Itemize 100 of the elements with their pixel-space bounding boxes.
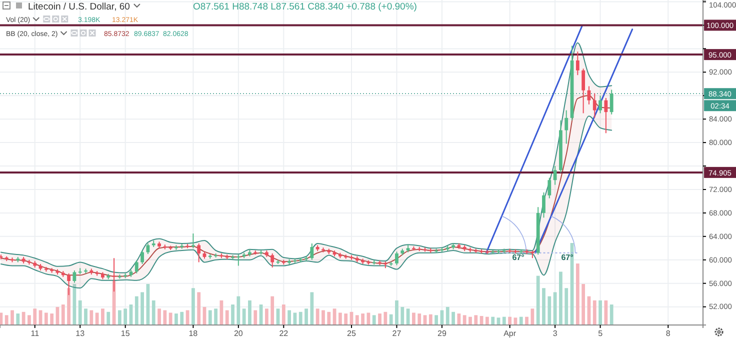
candlestick — [395, 251, 398, 266]
annotation: 67° — [512, 252, 524, 262]
bar — [282, 304, 286, 325]
candlestick — [191, 232, 195, 249]
bar — [231, 304, 234, 325]
candlestick — [598, 95, 602, 114]
bar — [384, 312, 388, 325]
x-tick-label: 5 — [598, 328, 604, 338]
bar — [101, 308, 104, 325]
bar — [582, 284, 586, 325]
bar — [525, 316, 528, 325]
bar — [208, 310, 212, 325]
x-tick-label: 11 — [30, 328, 40, 338]
bar — [418, 314, 422, 325]
bar — [536, 276, 540, 325]
bar — [191, 288, 195, 325]
bar — [158, 308, 161, 325]
bar — [519, 316, 523, 325]
bar — [395, 300, 398, 325]
bar — [106, 312, 110, 325]
x-tick-label: 18 — [188, 328, 198, 338]
bar — [180, 312, 184, 325]
bar — [248, 300, 252, 325]
candlestick — [564, 110, 568, 144]
bar — [502, 316, 506, 325]
bar — [90, 310, 94, 325]
bar — [174, 314, 178, 325]
bar — [598, 300, 602, 325]
bar — [530, 308, 534, 325]
annotation: O87.561 H88.748 L87.561 C88.340 +0.788 (+0.90%) — [193, 2, 417, 12]
bar — [344, 314, 348, 325]
bar — [67, 288, 70, 325]
candlestick — [134, 260, 138, 274]
bar — [225, 310, 229, 325]
candlestick — [72, 270, 76, 284]
candlestick — [140, 250, 144, 264]
bar — [168, 312, 172, 325]
bar — [134, 296, 138, 325]
x-tick-label: 13 — [76, 328, 86, 338]
bar — [118, 310, 122, 325]
bar — [33, 308, 37, 325]
bar — [491, 316, 495, 325]
bar — [4, 315, 8, 325]
bar — [163, 310, 167, 325]
x-tick-label: 29 — [438, 328, 447, 338]
bar — [242, 308, 246, 325]
candlestick — [197, 242, 201, 263]
bar — [236, 296, 240, 325]
candlestick — [310, 242, 314, 260]
bar — [508, 316, 512, 325]
bar — [44, 312, 48, 325]
bar — [78, 300, 82, 325]
x-tick-label: Apr — [504, 328, 516, 338]
bar — [84, 308, 88, 325]
bar — [338, 312, 342, 325]
bar — [95, 312, 99, 325]
bar — [298, 312, 302, 325]
candlestick — [582, 68, 586, 114]
candlestick — [548, 177, 552, 199]
bar — [254, 310, 258, 325]
bar — [474, 315, 478, 325]
bar — [0, 312, 3, 325]
bar — [355, 315, 359, 325]
bar — [214, 308, 218, 325]
bar — [10, 310, 14, 325]
candlestick — [604, 97, 608, 134]
line-series — [0, 116, 612, 289]
bar — [28, 315, 31, 325]
bar — [197, 292, 201, 325]
bar — [361, 314, 365, 325]
annotation: 67° — [561, 252, 574, 262]
bar — [559, 272, 562, 325]
bar — [264, 308, 268, 325]
bar — [564, 288, 568, 325]
bar — [592, 300, 596, 325]
bar — [389, 314, 393, 325]
bar — [327, 312, 331, 325]
bar — [576, 264, 580, 325]
bar — [462, 315, 466, 325]
x-tick-label: 8 — [666, 328, 671, 338]
bar — [310, 292, 314, 325]
bar — [452, 312, 455, 325]
x-tick-label: 15 — [120, 328, 130, 338]
x-tick-label: 3 — [552, 328, 558, 338]
bar — [316, 308, 320, 325]
bar — [548, 296, 552, 325]
bar — [140, 292, 144, 325]
bar — [412, 312, 416, 325]
bar — [50, 314, 54, 325]
candlestick — [146, 242, 150, 255]
candlestick — [236, 254, 240, 266]
x-tick-label: 20 — [234, 328, 244, 338]
bar — [22, 312, 26, 325]
bar — [372, 315, 376, 325]
bar — [610, 304, 614, 325]
bar — [322, 310, 325, 325]
bar — [486, 316, 489, 325]
candlestick — [270, 252, 274, 268]
bar — [457, 314, 461, 325]
bar — [16, 314, 20, 325]
